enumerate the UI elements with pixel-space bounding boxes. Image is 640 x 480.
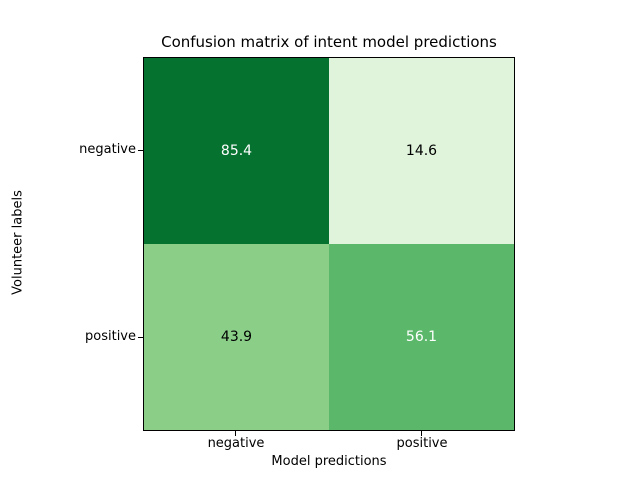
ytick-mark-positive — [138, 337, 143, 338]
xtick-label-positive: positive — [396, 436, 448, 451]
xtick-label-negative: negative — [207, 436, 265, 451]
chart-title: Confusion matrix of intent model predict… — [161, 33, 497, 51]
xtick-mark-positive — [421, 431, 422, 436]
ytick-label-negative: negative — [79, 142, 136, 157]
cell-positive-negative: 43.9 — [144, 244, 329, 430]
cell-negative-negative: 85.4 — [144, 58, 329, 244]
xtick-mark-negative — [235, 431, 236, 436]
cell-negative-positive: 14.6 — [329, 58, 514, 244]
heatmap-plot-area: 85.4 14.6 43.9 56.1 — [143, 57, 515, 431]
y-axis-label: Volunteer labels — [10, 190, 26, 295]
ytick-label-positive: positive — [85, 329, 136, 344]
ytick-mark-negative — [138, 150, 143, 151]
cell-positive-positive: 56.1 — [329, 244, 514, 430]
x-axis-label: Model predictions — [271, 454, 387, 469]
